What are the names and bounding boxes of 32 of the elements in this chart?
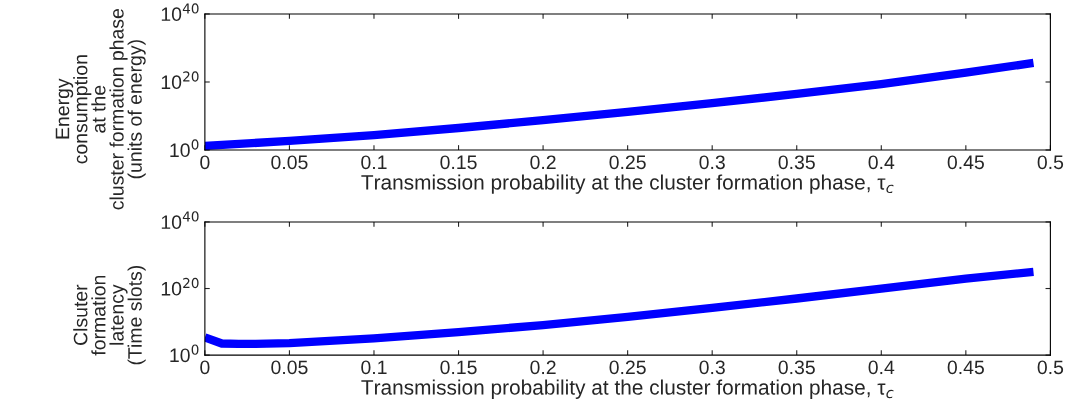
x-tick-label: 0.45 [947,360,984,375]
x-tick-label: 0 [200,155,210,170]
x-tick-label: 0.3 [699,155,725,170]
y-tick-label: 10$^{20}$ [161,277,199,296]
x-tick-label: 0.45 [947,155,984,170]
x-tick-label: 0.25 [609,360,646,375]
y-tick-label: 10$^{0}$ [170,344,199,363]
x-tick-label: 0.3 [699,360,725,375]
y-tick-label: 10$^{40}$ [161,3,199,22]
x-tick-label: 0.05 [271,155,308,170]
y-tick-label: 10$^{40}$ [161,211,199,230]
x-tick-label: 0.15 [440,360,477,375]
y-axis-title: Clsuter formation latency (Time slots) [73,265,146,365]
y-tick-label: 10$^{0}$ [170,139,199,158]
x-tick-label: 0.2 [530,155,556,170]
x-axis-title: Transmission probability at the cluster formation phase, τ$_{c}$ [361,379,894,399]
x-tick-label: 0.1 [361,155,387,170]
x-tick-label: 0.5 [1037,155,1064,170]
x-tick-label: 0.1 [361,360,387,375]
x-tick-label: 0.05 [271,360,308,375]
x-axis-title: Transmission probability at the cluster formation phase, τ$_{c}$ [361,174,894,194]
x-tick-label: 0.2 [530,360,556,375]
x-tick-label: 0.15 [440,155,477,170]
x-tick-label: 0.35 [778,155,815,170]
x-tick-label: 0 [200,360,210,375]
y-tick-label: 10$^{20}$ [161,71,199,90]
x-tick-label: 0.25 [609,155,646,170]
x-tick-label: 0.4 [868,155,895,170]
y-axis-title: Energy consumption at the cluster formation phase (units of energy) [55,9,146,210]
x-tick-label: 0.35 [778,360,815,375]
x-tick-label: 0.5 [1037,360,1064,375]
x-tick-label: 0.4 [868,360,895,375]
